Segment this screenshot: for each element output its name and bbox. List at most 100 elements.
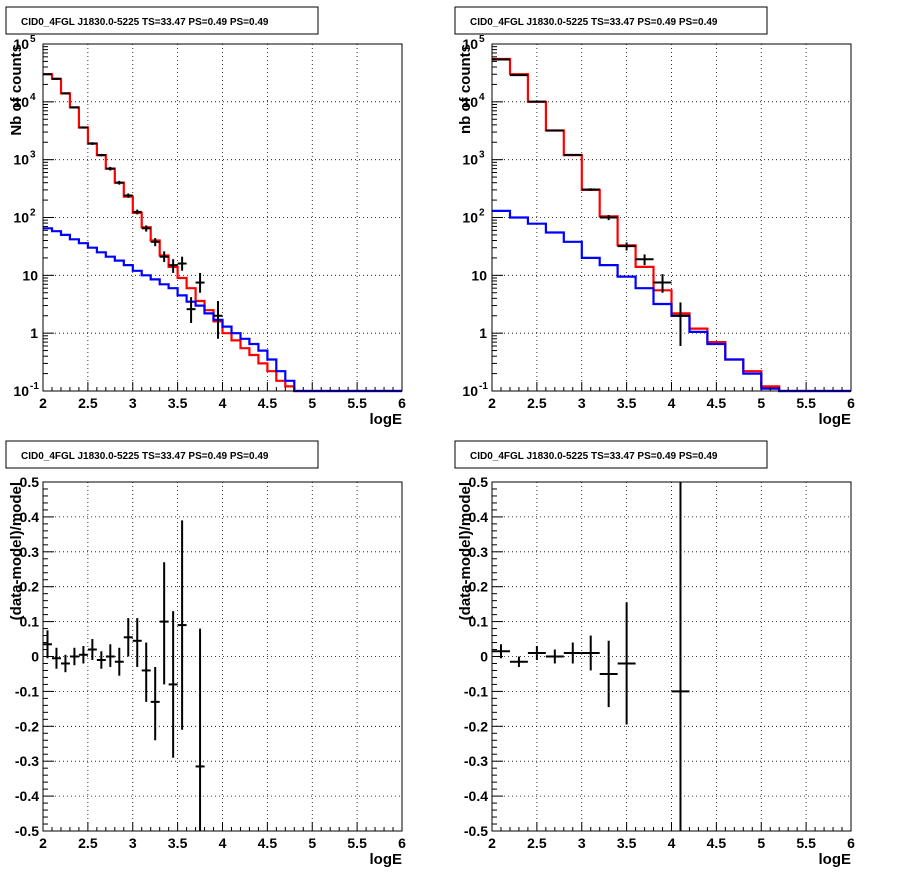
- data-point: [177, 520, 187, 730]
- x-tick-label: 2.5: [527, 395, 547, 411]
- y-tick-exponent: 4: [30, 92, 36, 103]
- data-point: [87, 639, 97, 660]
- x-tick-label: 5.5: [796, 835, 816, 851]
- data-point: [545, 649, 564, 664]
- y-tick-label: 0.3: [20, 544, 40, 560]
- data-point: [492, 644, 510, 659]
- residuals-panel-right: CID0_4FGL J1830.0-5225 TS=33.47 PS=0.49 …: [454, 440, 855, 868]
- y-tick-label: 1: [479, 325, 487, 341]
- data-point: [159, 562, 169, 685]
- plot-area: [43, 520, 205, 831]
- y-tick-label: 10: [471, 267, 487, 283]
- data-point: [114, 180, 124, 185]
- y-tick-label: 0.3: [469, 544, 489, 560]
- x-tick-label: 4.5: [707, 835, 727, 851]
- y-tick-exponent: 4: [479, 92, 485, 103]
- title-box: [454, 6, 768, 35]
- y-tick-label: -0.1: [15, 683, 39, 699]
- x-tick-label: 2.5: [527, 835, 547, 851]
- data-point: [78, 126, 88, 129]
- y-tick-label: -0.5: [464, 823, 488, 839]
- y-tick-label: 10: [462, 152, 478, 168]
- x-tick-label: 5: [308, 395, 316, 411]
- x-tick-label: 3: [129, 395, 137, 411]
- y-tick-label: -0.3: [15, 753, 39, 769]
- y-tick-exponent: 5: [30, 34, 36, 45]
- y-tick-label: 1: [30, 325, 38, 341]
- x-tick-label: 6: [398, 395, 406, 411]
- x-tick-label: 5: [308, 835, 316, 851]
- data-point: [96, 651, 106, 669]
- data-point: [563, 153, 582, 156]
- data-point: [105, 166, 115, 171]
- x-tick-label: 5.5: [347, 835, 367, 851]
- x-tick-label: 5.5: [347, 395, 367, 411]
- data-point: [195, 628, 205, 831]
- data-point: [671, 302, 690, 346]
- counts-panel-right: CID0_4FGL J1830.0-5225 TS=33.47 PS=0.49 …: [454, 6, 855, 428]
- data-point: [599, 215, 618, 221]
- axes: 2 2.5 3 3.5 4 4.5 5 5.5 6 -0.5 -0.4 -0.3 -0.2 -0.1 0 0.…: [464, 474, 855, 851]
- x-tick-label: 5: [757, 395, 765, 411]
- y-tick-exponent: 3: [30, 150, 36, 161]
- x-axis-label: logE: [819, 411, 852, 428]
- data-point: [186, 297, 196, 323]
- y-tick-exponent: 2: [30, 208, 36, 219]
- y-tick-label: -0.4: [464, 788, 488, 804]
- chart-title: CID0_4FGL J1830.0-5225 TS=33.47 PS=0.49 …: [21, 451, 269, 462]
- y-tick-label: 0.5: [469, 474, 489, 490]
- data-point: [123, 618, 133, 657]
- data-point: [195, 272, 205, 293]
- data-point: [123, 193, 133, 198]
- data-point: [563, 642, 582, 664]
- y-tick-label: -0.4: [15, 788, 39, 804]
- data-point: [581, 188, 600, 191]
- data-point: [617, 242, 636, 251]
- y-tick-label: 10: [13, 210, 29, 226]
- x-axis-label: logE: [370, 851, 403, 868]
- x-tick-label: 3: [578, 835, 586, 851]
- y-tick-label: 10: [13, 152, 29, 168]
- y-tick-exponent: 2: [479, 208, 485, 219]
- chart-title: CID0_4FGL J1830.0-5225 TS=33.47 PS=0.49 …: [470, 17, 718, 28]
- data-point: [527, 646, 546, 660]
- data-point: [581, 635, 600, 671]
- x-tick-label: 3.5: [168, 395, 188, 411]
- data-point: [509, 656, 528, 667]
- y-tick-label: -0.5: [15, 823, 39, 839]
- y-tick-label: 0: [31, 649, 39, 665]
- plot-area: [492, 482, 690, 831]
- x-tick-label: 6: [847, 835, 855, 851]
- y-tick-label: 0.1: [469, 614, 489, 630]
- x-tick-label: 4: [219, 395, 227, 411]
- y-tick-label: 10: [462, 36, 478, 52]
- data-point: [168, 259, 178, 273]
- data-point: [141, 642, 151, 702]
- data-point: [599, 640, 618, 708]
- y-axis-label: nb of counts: [457, 44, 474, 134]
- chart-title: CID0_4FGL J1830.0-5225 TS=33.47 PS=0.49 …: [470, 451, 718, 462]
- x-axis-label: logE: [819, 851, 852, 868]
- y-tick-exponent: 3: [479, 150, 485, 161]
- data-point: [509, 74, 528, 77]
- data-point: [69, 647, 79, 666]
- x-tick-label: 5.5: [796, 395, 816, 411]
- y-tick-label: -0.2: [464, 718, 488, 734]
- x-tick-label: 2: [488, 395, 496, 411]
- y-tick-exponent: -1: [479, 381, 488, 392]
- data-point: [141, 225, 151, 232]
- y-tick-label: 10: [22, 267, 38, 283]
- title-box: [5, 6, 319, 35]
- y-tick-label: 10: [13, 94, 29, 110]
- x-tick-label: 4.5: [258, 835, 278, 851]
- x-tick-label: 4: [219, 835, 227, 851]
- y-tick-label: -0.3: [464, 753, 488, 769]
- x-tick-label: 4.5: [707, 395, 727, 411]
- x-tick-label: 3.5: [168, 835, 188, 851]
- x-tick-label: 3: [578, 395, 586, 411]
- y-tick-label: 0.2: [20, 579, 40, 595]
- data-point: [545, 129, 564, 132]
- data-point: [635, 254, 654, 266]
